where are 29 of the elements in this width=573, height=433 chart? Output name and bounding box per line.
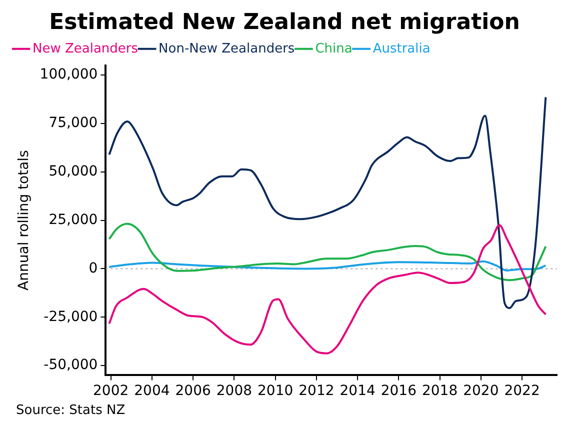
x-tick-label: 2022	[504, 383, 540, 400]
y-tick-label: -50,000	[44, 357, 98, 374]
y-tick-label: 75,000	[48, 115, 98, 132]
legend-label: Australia	[372, 41, 430, 56]
x-tick-label: 2020	[463, 383, 499, 400]
x-tick-label: 2018	[422, 383, 458, 400]
legend-label: Non-New Zealanders	[158, 41, 295, 56]
legend-label: New Zealanders	[32, 41, 138, 56]
y-tick-label: 0	[88, 260, 98, 276]
y-axis-title: Annual rolling totals	[16, 150, 32, 290]
x-tick-label: 2016	[380, 383, 417, 400]
y-tick-label: 50,000	[48, 164, 98, 180]
chart-title: Estimated New Zealand net migration	[49, 10, 520, 35]
x-tick-label: 2006	[175, 383, 211, 400]
x-tick-label: 2004	[134, 383, 170, 400]
y-tick-label: 100,000	[40, 66, 98, 83]
legend-label: China	[315, 41, 352, 56]
x-tick-label: 2012	[298, 383, 334, 400]
line-series	[108, 222, 547, 282]
y-tick-label: -25,000	[44, 308, 98, 325]
x-tick-label: 2002	[93, 383, 129, 400]
x-tick-label: 2008	[216, 383, 252, 400]
source-note: Source: Stats NZ	[15, 403, 126, 418]
line-series	[108, 96, 547, 310]
x-tick-label: 2010	[258, 383, 294, 400]
line-series	[108, 260, 547, 272]
y-tick-label: 25,000	[48, 212, 98, 228]
line-series	[108, 224, 547, 354]
x-tick-label: 2014	[340, 383, 376, 400]
